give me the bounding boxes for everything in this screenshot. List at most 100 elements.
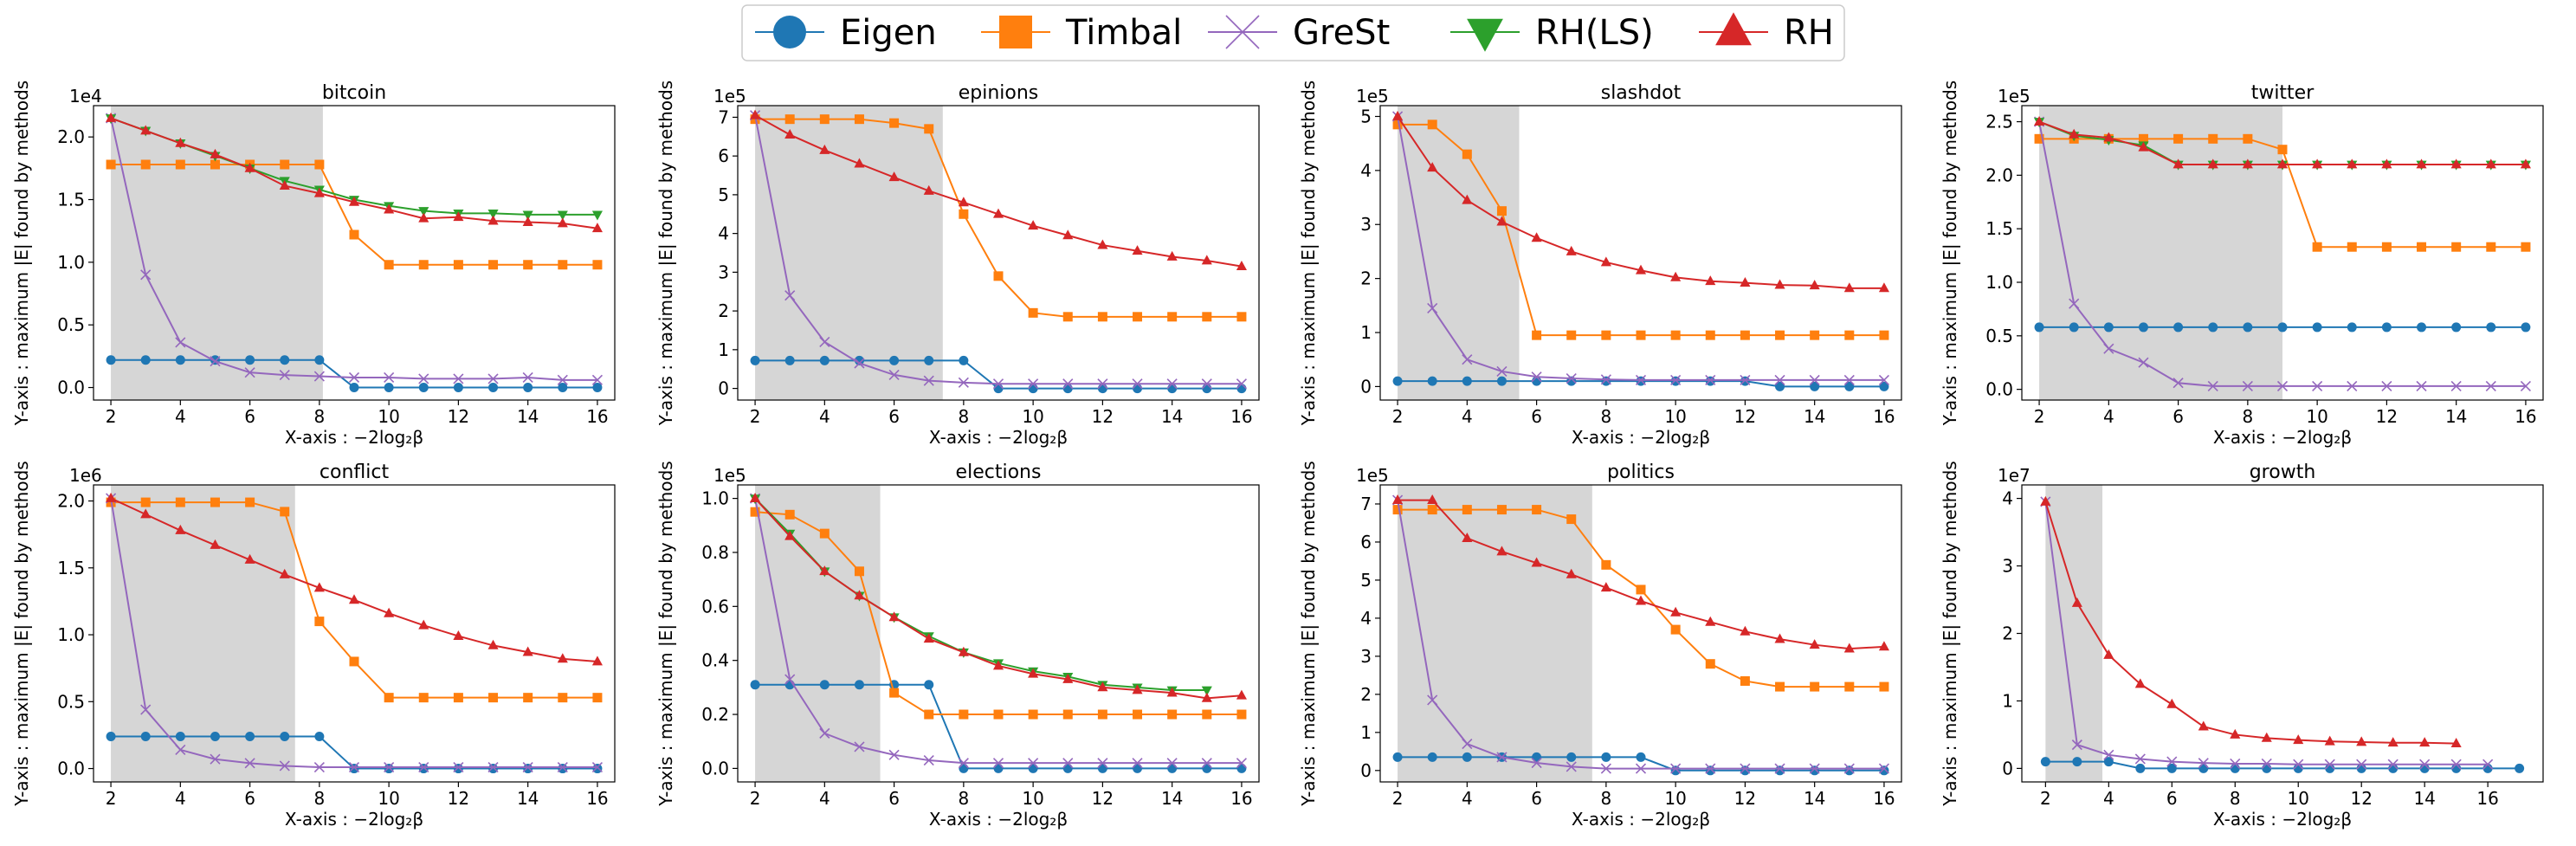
data-point xyxy=(487,761,499,773)
axes-frame xyxy=(1379,484,1902,783)
data-point xyxy=(2230,763,2240,773)
data-point xyxy=(522,646,533,656)
data-point xyxy=(210,753,221,765)
data-point xyxy=(1810,330,1820,340)
x-axis-label: X-axis : −2log₂β xyxy=(929,809,1068,830)
data-point xyxy=(453,211,464,222)
data-point xyxy=(784,509,795,520)
data-point xyxy=(1636,330,1646,340)
shaded-region xyxy=(1398,106,1520,400)
data-point xyxy=(2276,158,2289,169)
series-line xyxy=(2045,760,2520,770)
data-point xyxy=(1740,374,1751,385)
y-tick-label: 1 xyxy=(1360,722,1372,743)
series-grest xyxy=(106,113,603,385)
data-point xyxy=(1132,758,1143,769)
y-axis-label: Y-axis : maximum |E| found by methods xyxy=(1940,461,1960,806)
data-point xyxy=(2069,322,2079,333)
data-point xyxy=(2451,322,2462,333)
data-point xyxy=(557,374,568,385)
data-point xyxy=(1062,763,1073,773)
data-point xyxy=(1496,216,1508,226)
x-tick-label: 4 xyxy=(2103,788,2114,809)
data-point xyxy=(523,693,533,703)
panel-twitter: 2 4 6 8 10 12 14 16 0.0 0.5 1.0 1.5 2.0 2.5 twitter 1e5… xyxy=(1940,81,2544,448)
data-point xyxy=(1878,641,1889,651)
x-tick-label: 6 xyxy=(1531,406,1542,427)
axis-multiplier: 1e4 xyxy=(69,86,102,107)
data-point xyxy=(314,159,325,170)
data-point xyxy=(784,355,795,365)
data-point xyxy=(1097,239,1108,249)
y-tick-label: 6 xyxy=(718,145,729,166)
data-point xyxy=(819,336,830,347)
data-point xyxy=(523,260,533,270)
data-point xyxy=(2515,763,2525,773)
data-point xyxy=(750,355,760,365)
data-point xyxy=(244,367,255,378)
axis-multiplier: 1e6 xyxy=(69,465,102,486)
data-point xyxy=(140,704,152,715)
data-point xyxy=(106,731,116,741)
data-point xyxy=(1810,381,1820,391)
y-tick-label: 0 xyxy=(2002,758,2013,778)
data-point xyxy=(1532,330,1542,340)
data-point xyxy=(1167,763,1178,773)
data-point xyxy=(140,269,152,281)
data-point xyxy=(487,639,499,649)
data-point xyxy=(1392,494,1404,504)
data-point xyxy=(1097,758,1108,769)
data-point xyxy=(2347,380,2358,391)
data-point xyxy=(2230,758,2241,770)
data-point xyxy=(140,159,151,170)
shaded-region xyxy=(2039,106,2282,400)
data-point xyxy=(2312,158,2323,169)
series-grest xyxy=(1392,494,1889,774)
data-point xyxy=(2417,322,2427,333)
data-point xyxy=(418,373,429,384)
data-point xyxy=(2293,734,2304,745)
data-point xyxy=(2312,242,2322,252)
data-point xyxy=(1201,686,1212,696)
x-tick-label: 10 xyxy=(1022,406,1043,427)
x-tick-label: 16 xyxy=(586,406,608,427)
y-tick-label: 5 xyxy=(718,184,729,205)
data-point xyxy=(592,383,603,393)
x-tick-label: 4 xyxy=(819,406,830,427)
data-point xyxy=(2450,158,2462,169)
data-point xyxy=(2417,242,2427,252)
legend-marker xyxy=(1715,12,1752,46)
data-point xyxy=(2166,763,2177,773)
legend-label: Timbal xyxy=(1065,13,1182,53)
data-point xyxy=(1635,763,1647,774)
data-point xyxy=(453,260,463,270)
data-point xyxy=(2387,737,2398,747)
legend-entry-eigen: Eigen xyxy=(755,13,937,53)
legend-label: RH xyxy=(1784,13,1834,53)
y-tick-label: 0.6 xyxy=(701,596,729,617)
data-point xyxy=(959,763,969,773)
data-point xyxy=(1462,149,1472,159)
data-point xyxy=(1670,624,1681,635)
data-point xyxy=(245,497,255,507)
x-tick-label: 12 xyxy=(448,406,469,427)
data-point xyxy=(750,109,761,119)
data-point xyxy=(1392,110,1404,120)
data-point xyxy=(348,761,360,773)
data-point xyxy=(924,355,934,365)
data-point xyxy=(313,582,325,592)
data-point xyxy=(889,688,900,698)
data-point xyxy=(1097,763,1107,773)
data-point xyxy=(591,761,603,773)
series-timbal xyxy=(1392,505,1889,692)
data-point xyxy=(1705,659,1715,669)
x-tick-label: 14 xyxy=(2413,788,2435,809)
axes-frame xyxy=(737,105,1260,401)
x-tick-label: 14 xyxy=(1161,788,1183,809)
data-point xyxy=(348,196,360,206)
data-point xyxy=(2208,133,2218,144)
data-point xyxy=(2172,378,2184,389)
data-point xyxy=(1740,277,1751,287)
data-point xyxy=(993,384,1004,394)
